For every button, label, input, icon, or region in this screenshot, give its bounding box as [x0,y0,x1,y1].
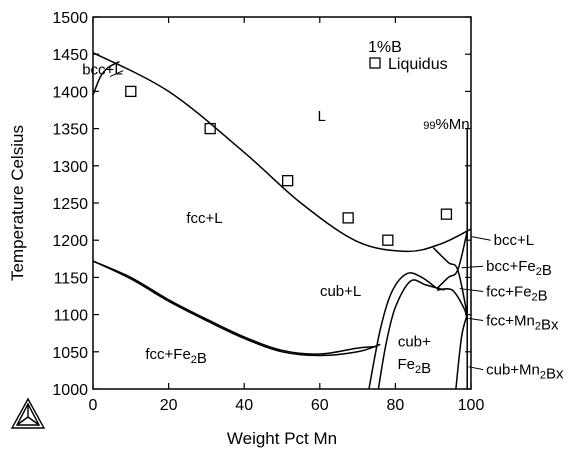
y-tick-label: 1250 [52,196,88,213]
phase-boundary-curve-6 [436,288,468,319]
y-tick-label: 1000 [52,382,88,399]
legend-marker-open-square [369,57,381,69]
annotation-leader-line [468,366,484,371]
liquidus-data-point [382,234,394,246]
phase-annotations: bcc+L bcc+Fe2B fcc+Fe2B fcc+Mn2Bx cub+Mn2Bx [459,232,564,383]
annotation-leader-line [468,317,484,322]
region-label-6: 99%Mn [423,116,469,133]
liquidus-data-point [440,208,453,220]
legend: 1%B Liquidus [368,39,448,73]
phase-boundary-curve-4 [368,272,438,390]
liquidus-points [125,85,453,246]
liquidus-data-point [125,85,137,98]
x-tick-label: 80 [387,397,405,414]
phase-boundary-curve-2 [92,260,381,357]
region-label-2: fcc+Fe2B [145,346,207,367]
liquidus-data-point [282,175,294,187]
y-tick-label: 1450 [52,47,88,64]
bcc-l-leader-line [109,70,124,77]
region-label-5: Fe2B [397,356,431,377]
phase-boundary-curve-8 [436,231,468,290]
phase-boundary-curve-9 [455,314,468,390]
region-label-1: fcc+L [186,210,222,227]
x-axis-title: Weight Pct Mn [227,429,337,448]
liquidus-data-point [204,122,216,135]
region-label-0: L [318,108,326,125]
y-axis: 1000 1050 1100 1150 1200 1250 1300 1350 1400 1450… [52,10,471,399]
thermo-calc-triangle-logo [10,397,46,429]
y-tick-label: 1050 [52,345,88,362]
phase-boundary-curve-7 [432,247,468,315]
region-label-7: bcc+L [82,61,122,78]
x-axis: 0 20 40 60 80 100 [89,17,485,414]
liquidus-data-point [342,212,354,224]
phase-annotation-4: cub+Mn2Bx [486,362,564,383]
y-tick-label: 1300 [52,159,88,176]
y-tick-label: 1400 [52,84,88,101]
y-axis-title: Temperature Celsius [8,125,27,281]
phase-annotation-3: fcc+Mn2Bx [486,313,559,334]
y-tick-label: 1200 [52,233,88,250]
y-tick-label: 1350 [52,122,88,139]
y-tick-label: 1500 [52,10,88,27]
legend-title: 1%B [368,39,402,56]
annotation-leader-line [461,265,484,269]
annotation-leader-line [470,235,491,241]
phase-annotation-2: fcc+Fe2B [486,284,548,305]
region-label-4: cub+ [398,334,431,351]
region-label-3: cub+L [320,283,361,300]
annotation-leader-line [459,288,484,293]
legend-entry-label: Liquidus [388,56,448,73]
y-tick-label: 1150 [54,270,89,287]
phase-boundary-curve-5 [377,279,445,390]
y-tick-label: 1100 [54,308,89,325]
x-tick-label: 100 [458,397,485,414]
phase-boundary-curve-1 [92,60,120,96]
x-tick-label: 40 [235,397,253,414]
x-tick-label: 0 [89,397,98,414]
phase-boundary-curve-3 [92,260,377,355]
x-tick-label: 60 [311,397,329,414]
phase-annotation-0: bcc+L [494,232,534,249]
x-tick-label: 20 [160,397,178,414]
phase-annotation-1: bcc+Fe2B [486,258,552,279]
phase-boundary-curve-0 [92,52,472,253]
phase-boundaries [92,52,472,390]
